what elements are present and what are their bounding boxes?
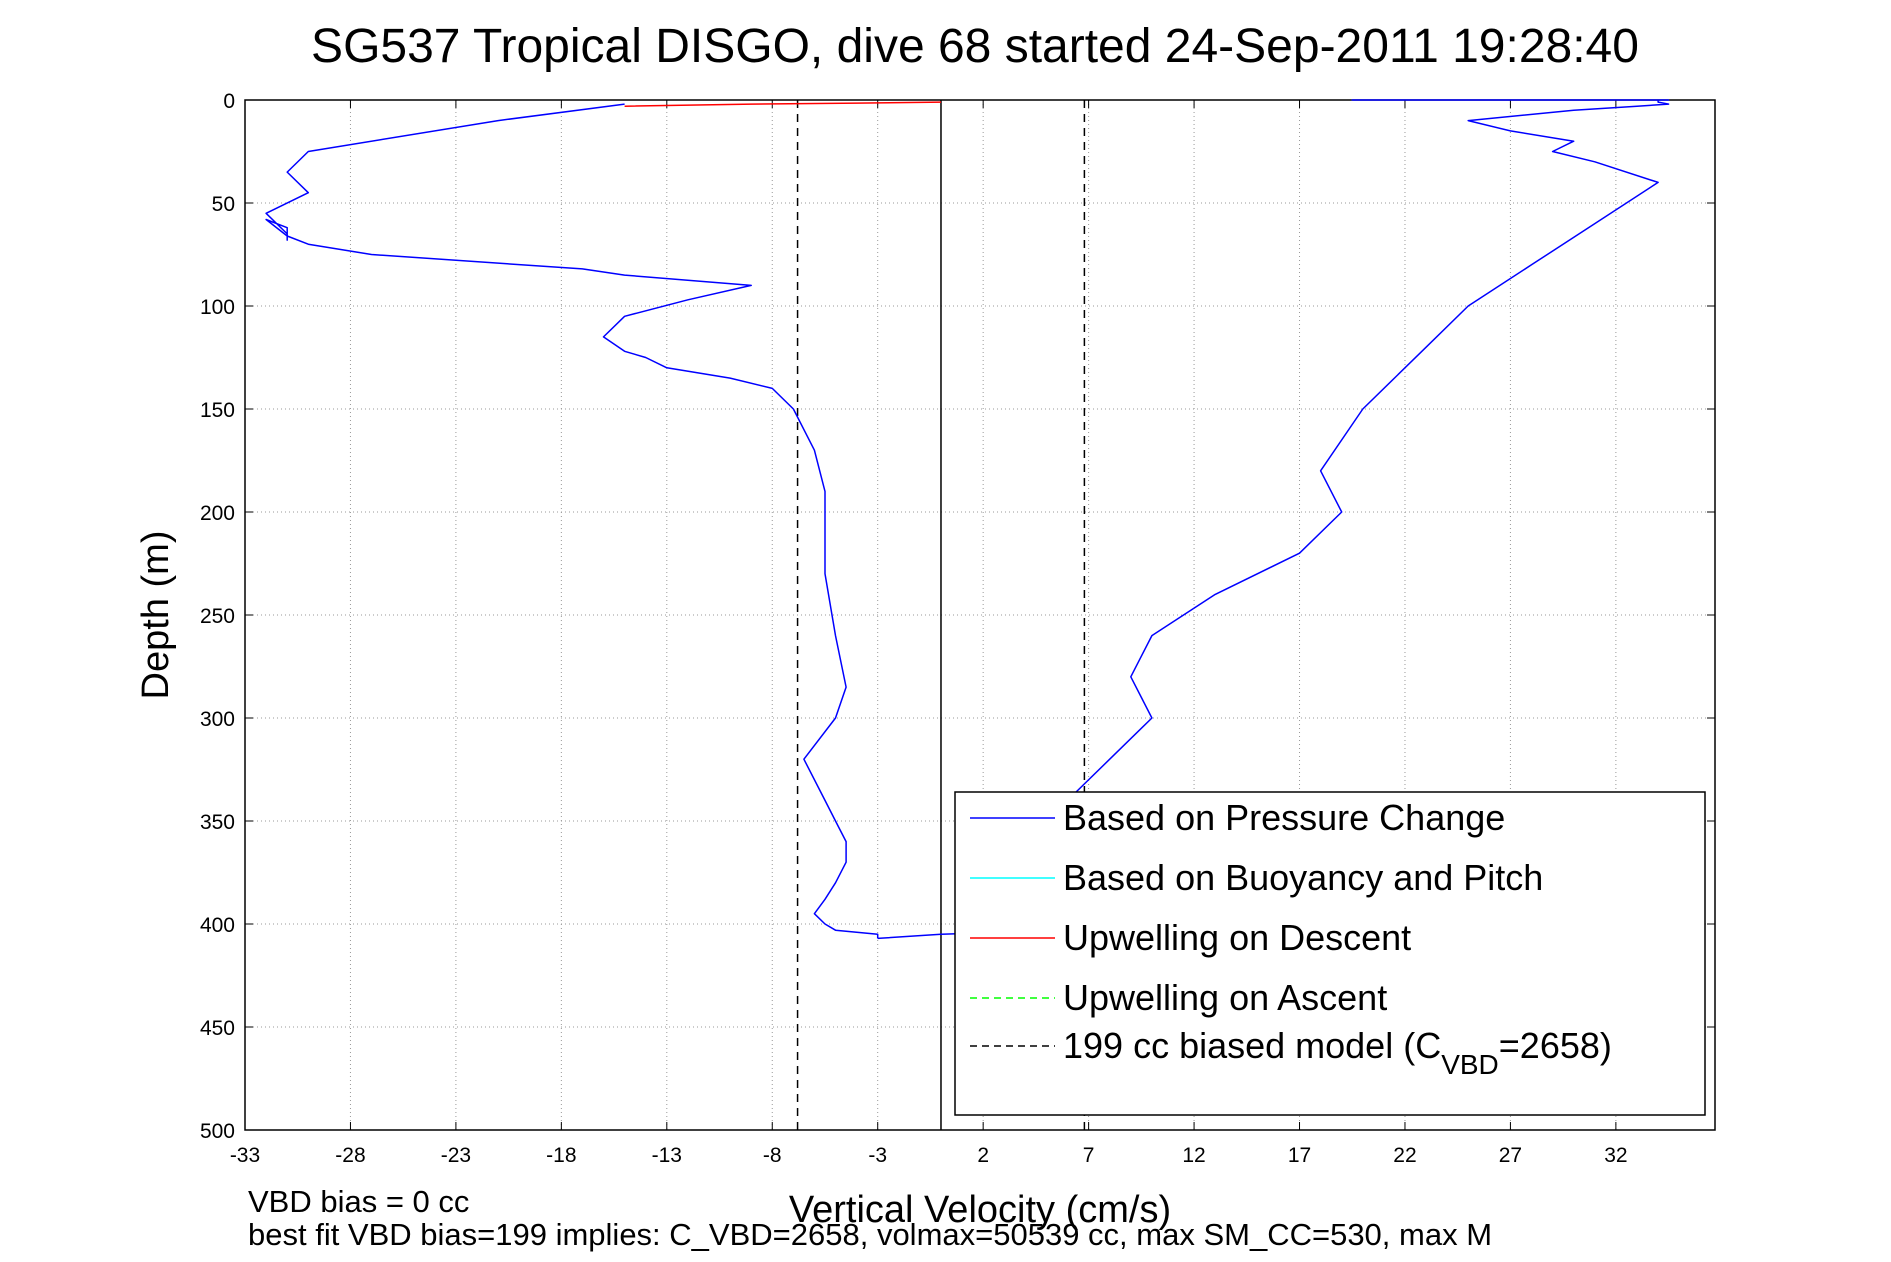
y-tick-label-7: 350 <box>200 811 235 834</box>
legend-label-0: Based on Pressure Change <box>1063 797 1505 838</box>
y-tick-label-3: 150 <box>200 399 235 422</box>
note-best-fit: best fit VBD bias=199 implies: C_VBD=265… <box>248 1217 1492 1252</box>
legend-box <box>954 791 1706 1116</box>
y-tick-label-1: 50 <box>212 193 235 216</box>
chart-title: SG537 Tropical DISGO, dive 68 started 24… <box>311 20 1639 73</box>
y-tick-label-10: 500 <box>200 1120 235 1143</box>
y-tick-label-9: 450 <box>200 1017 235 1040</box>
x-tick-label-10: 17 <box>1288 1144 1311 1167</box>
x-tick-label-4: -13 <box>652 1144 682 1167</box>
note-vbd-bias: VBD bias = 0 cc <box>248 1184 469 1219</box>
x-tick-label-1: -28 <box>335 1144 365 1167</box>
legend: Based on Pressure Change Based on Buoyanc… <box>954 791 1706 1116</box>
x-tick-label-9: 12 <box>1182 1144 1205 1167</box>
x-tick-label-13: 32 <box>1604 1144 1627 1167</box>
y-tick-label-5: 250 <box>200 605 235 628</box>
y-tick-label-8: 400 <box>200 914 235 937</box>
x-tick-label-3: -18 <box>546 1144 576 1167</box>
series-upwelling-descent <box>624 101 942 107</box>
x-tick-label-8: 7 <box>1083 1144 1095 1167</box>
x-tick-label-2: -23 <box>441 1144 471 1167</box>
x-tick-label-7: 2 <box>977 1144 989 1167</box>
y-axis-ticks: 0 50 100 150 200 250 300 350 400 450 500 <box>200 90 1715 1143</box>
legend-label-2: Upwelling on Descent <box>1063 917 1411 958</box>
y-tick-label-2: 100 <box>200 296 235 319</box>
x-tick-label-12: 27 <box>1499 1144 1522 1167</box>
x-tick-label-0: -33 <box>230 1144 260 1167</box>
x-axis-ticks: -33 -28 -23 -18 -13 -8 -3 2 7 12 17 22 27 32 <box>230 100 1628 1167</box>
x-tick-label-6: -3 <box>868 1144 887 1167</box>
series-pressure-change-descent <box>265 103 879 939</box>
legend-label-3: Upwelling on Ascent <box>1063 977 1387 1018</box>
x-axis-label: Vertical Velocity (cm/s) <box>789 1189 1171 1231</box>
y-tick-label-0: 0 <box>223 90 235 113</box>
x-tick-label-5: -8 <box>763 1144 782 1167</box>
x-tick-label-11: 22 <box>1393 1144 1416 1167</box>
y-tick-label-6: 300 <box>200 708 235 731</box>
legend-label-1: Based on Buoyancy and Pitch <box>1063 857 1543 898</box>
y-tick-label-4: 200 <box>200 502 235 525</box>
y-axis-label: Depth (m) <box>135 531 177 700</box>
